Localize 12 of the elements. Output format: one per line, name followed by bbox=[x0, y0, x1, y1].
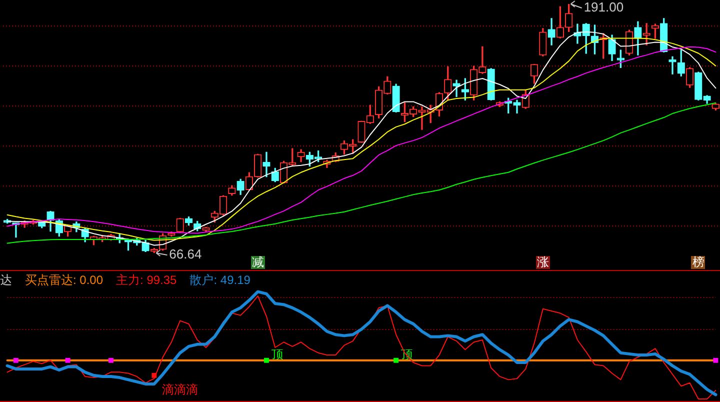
series-label: 散户: 49.19 bbox=[190, 273, 250, 287]
annotation: 滴滴滴 bbox=[162, 382, 198, 397]
annotation: 191.00 bbox=[584, 0, 624, 15]
chart-title: 达 bbox=[0, 273, 12, 287]
text: 减 bbox=[250, 255, 265, 269]
annotation: 66.64 bbox=[169, 246, 202, 262]
annotation: 顶 bbox=[271, 348, 284, 362]
candlestick bbox=[262, 152, 270, 178]
text: 涨 bbox=[536, 255, 550, 269]
text: 主力: 99.35 bbox=[116, 273, 177, 287]
text: 榜 bbox=[691, 255, 706, 269]
text: 买点雷达: 0.00 bbox=[25, 273, 104, 287]
